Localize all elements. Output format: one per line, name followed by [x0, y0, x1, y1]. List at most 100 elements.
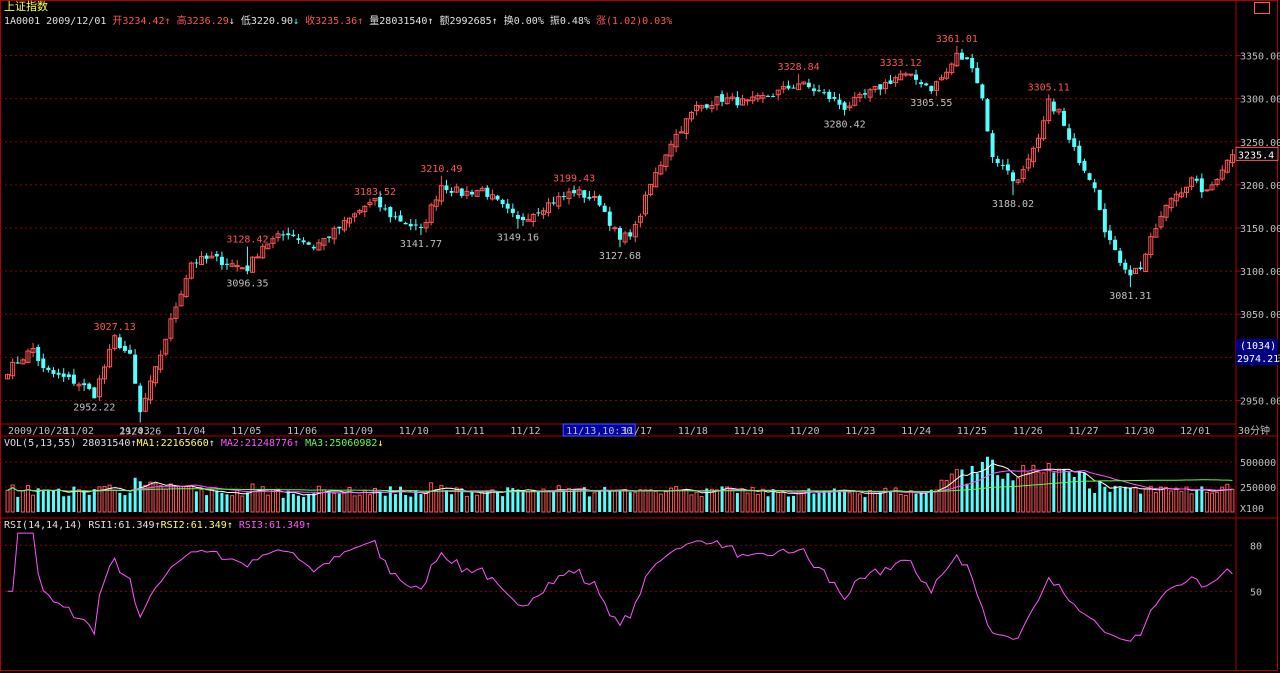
volume-tick-label: 250000	[1240, 483, 1276, 494]
vol-ma1-label: MA1:	[136, 438, 161, 449]
candle-down	[822, 92, 827, 94]
volume-bar-down	[138, 481, 142, 512]
close-label: 收	[305, 16, 316, 27]
candle-down	[1199, 178, 1204, 193]
candle-up	[908, 73, 914, 76]
volume-bar-down	[51, 490, 55, 512]
volume-bar-up	[173, 486, 178, 513]
volume-bar-up	[5, 489, 10, 513]
volume-bar-up	[240, 495, 245, 513]
volume-bar-down	[1113, 485, 1117, 512]
restore-icon[interactable]	[1254, 2, 1270, 14]
volume-bar-up	[321, 489, 326, 513]
volume-bar-up	[750, 487, 755, 513]
volume-bar-down	[404, 495, 408, 512]
x-tick-label: 11/03	[120, 426, 150, 437]
volume-bar-up	[179, 486, 184, 513]
candle-up	[867, 89, 873, 98]
candle-down	[82, 383, 87, 386]
volume-bar-up	[163, 488, 168, 513]
candle-up	[479, 187, 485, 192]
volume-bar-up	[1204, 491, 1209, 513]
candle-up	[775, 89, 781, 96]
volume-bar-up	[1225, 483, 1230, 513]
volume-bar-up	[653, 490, 658, 513]
candle-up	[648, 183, 654, 196]
volume-bar-up	[342, 491, 347, 513]
candle-down	[1087, 173, 1092, 180]
volume-bar-up	[577, 489, 582, 513]
candle-up	[1158, 215, 1164, 228]
volume-bar-down	[1006, 473, 1010, 512]
candle-up	[1041, 120, 1047, 140]
volume-bar-up	[796, 490, 801, 513]
volume-bar-down	[511, 488, 515, 512]
candle-down	[572, 190, 577, 194]
volume-bar-up	[694, 491, 699, 513]
candle-up	[653, 172, 659, 188]
vol-name: VOL(5,13,55)	[4, 438, 77, 449]
volume-bar-up	[1133, 487, 1138, 513]
volume-bar-down	[1195, 489, 1199, 512]
open-value: 3234.42	[122, 16, 165, 27]
candle-up	[857, 93, 863, 98]
volume-bar-up	[77, 489, 82, 513]
volume-bar-up	[1021, 465, 1026, 513]
volume-bar-up	[1210, 492, 1215, 513]
volume-bar-down	[41, 490, 45, 512]
candle-up	[474, 190, 480, 197]
volume-bar-down	[516, 489, 520, 512]
candle-down	[1082, 160, 1087, 171]
volume-bar-down	[281, 497, 285, 512]
candle-up	[591, 195, 597, 198]
volume-bar-down	[735, 493, 739, 512]
volume-bar-up	[347, 486, 352, 513]
volume-bar-up	[1230, 488, 1235, 513]
candle-down	[306, 242, 311, 245]
candle-down	[582, 190, 587, 198]
candle-up	[525, 218, 531, 222]
candle-up	[576, 189, 582, 196]
change-label: 涨	[596, 16, 607, 27]
candle-up	[1184, 186, 1190, 193]
candle-down	[56, 372, 61, 375]
volume-bar-up	[143, 484, 148, 513]
rsi-line	[7, 532, 1233, 642]
candle-up	[637, 215, 643, 223]
volume-bar-down	[587, 496, 591, 512]
volume-bar-up	[526, 491, 531, 513]
candle-up	[683, 118, 689, 134]
volume-bar-down	[205, 495, 209, 512]
low-annotation: 2952.22	[73, 403, 115, 414]
volume-bar-down	[1103, 486, 1107, 512]
low-annotation: 3188.02	[992, 199, 1034, 210]
candle-up	[699, 105, 705, 109]
x-tick-label: 11/10	[399, 426, 429, 437]
volume-bar-up	[316, 485, 321, 513]
rsi3-value: 61.349	[268, 520, 306, 531]
candle-up	[229, 263, 235, 267]
candle-up	[801, 81, 807, 85]
candle-up	[183, 278, 189, 298]
x-tick-label: 11/12	[510, 426, 540, 437]
candle-down	[990, 133, 995, 158]
volume-bar-up	[883, 487, 888, 513]
candle-up	[668, 143, 674, 157]
volume-bar-down	[225, 494, 229, 512]
volume-bar-down	[1001, 478, 1005, 512]
volume-bar-up	[362, 489, 367, 513]
x-tick-label: 12/01	[1180, 426, 1210, 437]
candle-down	[771, 96, 776, 98]
side-tag-count: (1034)	[1240, 341, 1276, 352]
volume-bar-down	[975, 473, 979, 512]
candle-down	[1010, 172, 1015, 182]
volume-bar-up	[189, 485, 194, 513]
candle-up	[1015, 179, 1021, 183]
candle-down	[827, 91, 832, 100]
candle-down	[597, 195, 602, 206]
volume-bar-up	[556, 485, 561, 513]
low-label: 低	[240, 16, 251, 27]
candle-up	[1132, 267, 1138, 275]
volume-bar-up	[1036, 471, 1041, 513]
